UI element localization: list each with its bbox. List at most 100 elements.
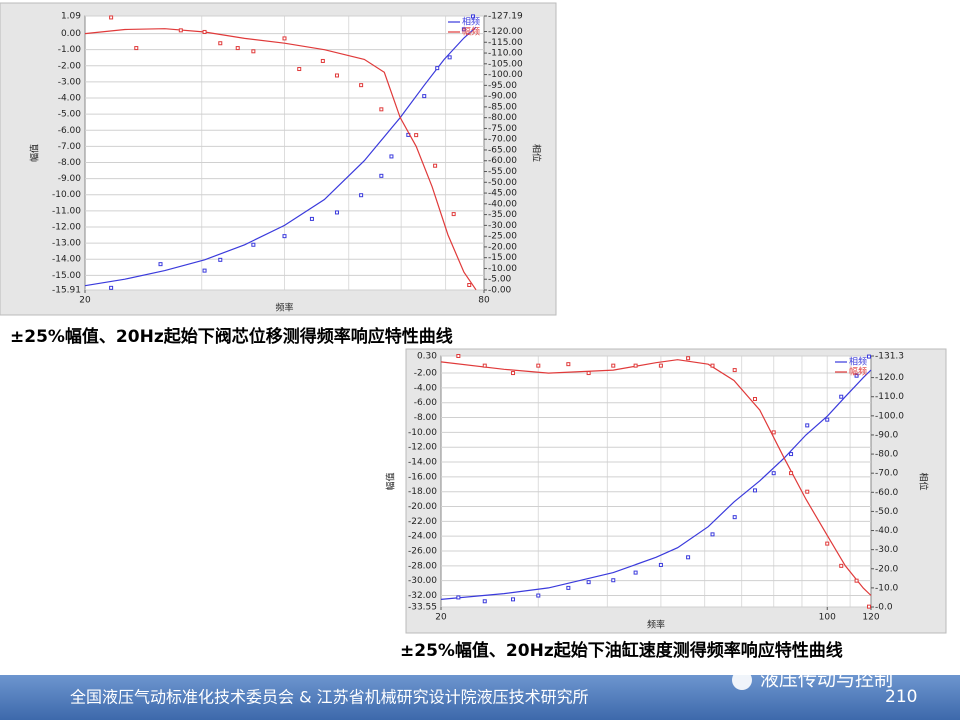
y-tick-label: -13.00	[52, 239, 81, 249]
y-tick-label: -7.00	[58, 142, 82, 152]
y-tick-label: -18.00	[408, 487, 437, 497]
data-point	[805, 489, 810, 494]
y-tick-label: -4.00	[58, 94, 82, 104]
data-point	[109, 285, 114, 290]
y2-tick-label: -131.3	[875, 352, 904, 362]
data-point	[447, 55, 452, 60]
y2-tick-label: -65.00	[488, 145, 517, 155]
data-point	[470, 14, 475, 19]
y-tick-label: -14.00	[408, 458, 437, 468]
y-tick-label: -8.00	[414, 413, 438, 423]
y-tick-label: -6.00	[414, 398, 438, 408]
y2-tick-label: -90.00	[488, 92, 517, 102]
brand: 液压传动与控制	[760, 669, 893, 691]
y2-tick-label: -75.00	[488, 124, 517, 134]
y2-tick-label: -80.0	[875, 450, 899, 460]
y2-tick-label: -70.00	[488, 135, 517, 145]
y2-tick-label: -0.0	[875, 603, 893, 613]
data-point	[251, 49, 256, 54]
x-axis-label: 频率	[647, 619, 665, 631]
y2-axis-label: 相位	[531, 144, 543, 162]
series-line	[84, 26, 477, 287]
y-tick-label: -16.00	[408, 472, 437, 482]
data-point	[235, 46, 240, 51]
data-point	[658, 363, 663, 368]
plot-area	[440, 355, 872, 608]
data-point	[435, 66, 440, 71]
y2-tick-label: -40.00	[488, 199, 517, 209]
y2-tick-label: -30.00	[488, 221, 517, 231]
y2-tick-label: -120.0	[875, 373, 904, 383]
y-tick-label: -9.00	[58, 174, 82, 184]
y-tick-label: -33.55	[408, 603, 437, 613]
y2-tick-label: -60.0	[875, 488, 899, 498]
data-point	[536, 593, 541, 598]
x-tick-label: 80	[478, 296, 490, 306]
data-point	[866, 604, 871, 609]
y-tick-label: -6.00	[58, 126, 82, 136]
data-point	[456, 595, 461, 600]
y2-tick-label: -10.00	[488, 264, 517, 274]
y2-tick-label: -120.00	[488, 27, 523, 37]
data-point	[359, 83, 364, 88]
data-point	[686, 555, 691, 560]
y2-axis-label: 相位	[918, 472, 930, 490]
data-point	[251, 242, 256, 247]
data-point	[433, 163, 438, 168]
data-point	[611, 363, 616, 368]
y2-tick-label: -70.0	[875, 469, 899, 479]
data-point	[611, 578, 616, 583]
y2-tick-label: -127.19	[488, 12, 523, 22]
data-point	[389, 154, 394, 159]
y2-tick-label: -85.00	[488, 102, 517, 112]
data-point	[686, 356, 691, 361]
data-point	[422, 94, 427, 99]
data-point	[297, 67, 302, 72]
y-tick-label: -11.00	[52, 206, 81, 216]
data-point	[334, 210, 339, 215]
y-tick-label: -20.00	[408, 502, 437, 512]
x-tick-label: 20	[79, 296, 91, 306]
legend-label: 幅频	[849, 366, 867, 378]
y2-tick-label: -100.0	[875, 411, 904, 421]
y-tick-label: -8.00	[58, 158, 82, 168]
y2-tick-label: -110.00	[488, 49, 523, 59]
data-point	[854, 373, 859, 378]
data-point	[451, 212, 456, 217]
y-tick-label: -5.00	[58, 110, 82, 120]
data-point	[732, 515, 737, 520]
y-tick-label: -30.00	[408, 576, 437, 586]
data-point	[320, 58, 325, 63]
y2-tick-label: -95.00	[488, 81, 517, 91]
data-point	[752, 397, 757, 402]
y-tick-label: -15.00	[52, 271, 81, 281]
data-point	[461, 27, 466, 32]
y2-tick-label: -15.00	[488, 253, 517, 263]
legend-label: 相频	[849, 356, 867, 368]
y-tick-label: -1.00	[58, 45, 82, 55]
data-point	[536, 363, 541, 368]
series-line	[440, 359, 872, 596]
data-point	[109, 15, 114, 20]
data-point	[839, 563, 844, 568]
y-tick-label: 0.00	[61, 29, 81, 39]
data-point	[379, 173, 384, 178]
data-point	[566, 585, 571, 590]
y-tick-label: -28.00	[408, 561, 437, 571]
y2-tick-label: -115.00	[488, 38, 523, 48]
data-point	[710, 532, 715, 537]
y2-tick-label: -50.0	[875, 507, 899, 517]
y2-tick-label: -20.00	[488, 242, 517, 252]
data-point	[511, 371, 516, 376]
data-point	[633, 363, 638, 368]
y2-tick-label: -100.00	[488, 70, 523, 80]
y2-tick-label: -40.0	[875, 526, 899, 536]
y2-tick-label: -25.00	[488, 232, 517, 242]
y2-tick-label: -10.0	[875, 583, 899, 593]
y-tick-label: -10.00	[408, 428, 437, 438]
y2-tick-label: -20.0	[875, 564, 899, 574]
y2-tick-label: -110.0	[875, 392, 904, 402]
data-point	[854, 578, 859, 583]
y-tick-label: -4.00	[414, 383, 438, 393]
